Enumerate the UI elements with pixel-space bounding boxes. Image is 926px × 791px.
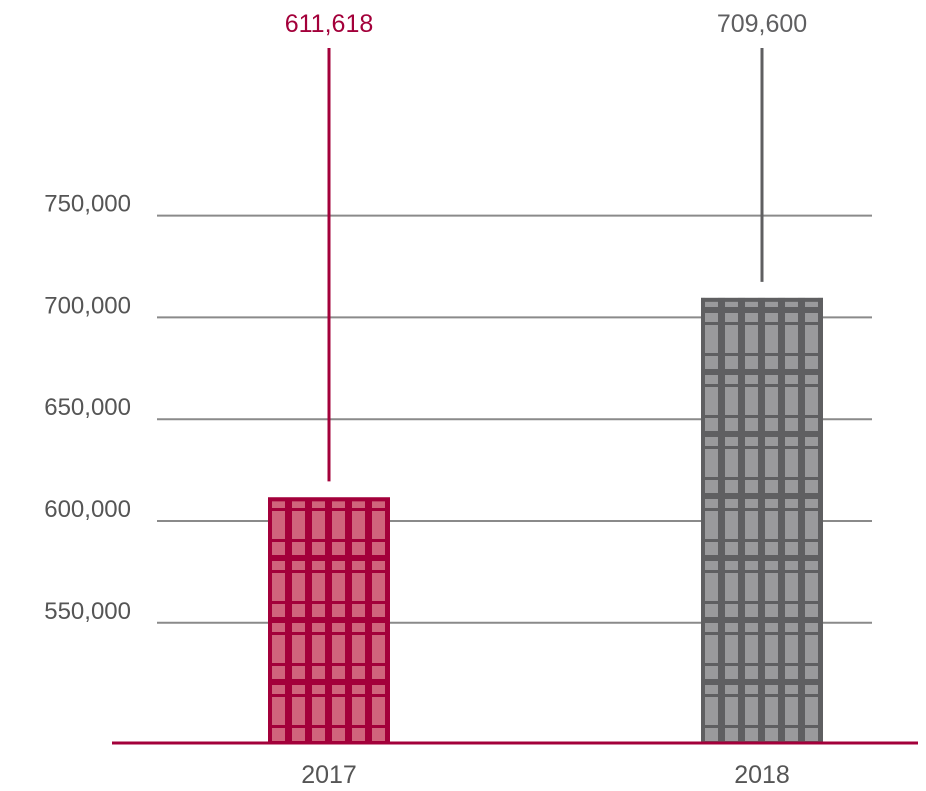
y-tick-label: 600,000 bbox=[44, 496, 131, 523]
x-tick-label: 2017 bbox=[301, 761, 357, 789]
bar-2018 bbox=[701, 297, 823, 743]
labels: 550,000 600,000 650,000 700,000 750,000 611,6… bbox=[44, 10, 807, 789]
bar-2017 bbox=[268, 497, 390, 743]
x-tick-label: 2018 bbox=[734, 761, 790, 789]
y-tick-label: 700,000 bbox=[44, 292, 131, 319]
bar-top-cap bbox=[268, 497, 390, 502]
y-tick-label: 650,000 bbox=[44, 394, 131, 421]
value-label: 611,618 bbox=[285, 10, 374, 38]
bar-top-cap bbox=[701, 297, 823, 302]
bars bbox=[268, 48, 823, 743]
y-tick-label: 750,000 bbox=[44, 191, 131, 218]
value-label: 709,600 bbox=[717, 10, 807, 38]
y-tick-label: 550,000 bbox=[44, 598, 131, 625]
